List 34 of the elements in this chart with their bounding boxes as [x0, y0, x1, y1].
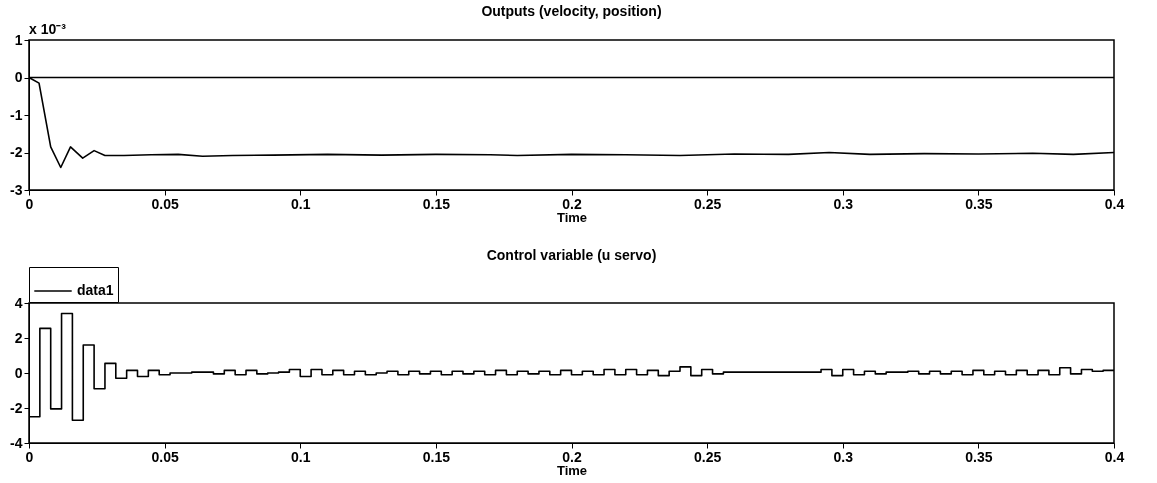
y-tick-label: 0 [14, 364, 23, 381]
chart-title: Outputs (velocity, position) [481, 3, 662, 19]
y-tick-label: -3 [10, 181, 23, 198]
x-tick-label: 0.15 [422, 195, 451, 212]
x-tick-label: 0.35 [965, 448, 993, 465]
y-tick-label: 0 [14, 69, 23, 85]
y-tick-label: 4 [14, 294, 23, 311]
x-tick-label: 0.1 [291, 195, 311, 212]
chart-title: Control variable (u servo) [486, 246, 657, 263]
x-axis-title: Time [556, 462, 588, 478]
y-tick-label: 1 [14, 31, 23, 48]
x-tick-label: 0.4 [1104, 195, 1125, 212]
x-tick-label: 0.1 [291, 448, 311, 465]
x-tick-label: 0.25 [694, 195, 722, 212]
x-tick-label: 0.3 [833, 448, 854, 465]
x-tick-label: 0.05 [151, 195, 179, 212]
y-tick-label: -4 [10, 434, 23, 451]
y-tick-label: -1 [10, 106, 23, 123]
legend-label: data1 [77, 282, 114, 298]
y-tick-label: -2 [10, 144, 23, 160]
y-tick-label: 2 [14, 329, 23, 346]
x-tick-label: 0.2 [562, 448, 582, 465]
x-tick-label: 0.15 [422, 448, 451, 465]
x-tick-label: 0.05 [151, 448, 179, 465]
x-tick-label: 0 [25, 448, 34, 465]
x-tick-label: 0.3 [833, 195, 854, 212]
x-tick-label: 0.25 [694, 448, 722, 465]
x-tick-label: 0.35 [965, 195, 993, 212]
x-axis-title: Time [556, 209, 588, 225]
x-tick-label: 0.4 [1104, 448, 1125, 465]
text: x 10⁻³ [29, 21, 67, 37]
x-tick-label: 0 [25, 195, 34, 212]
y-tick-label: -2 [10, 399, 23, 416]
x-tick-label: 0.2 [562, 195, 582, 212]
